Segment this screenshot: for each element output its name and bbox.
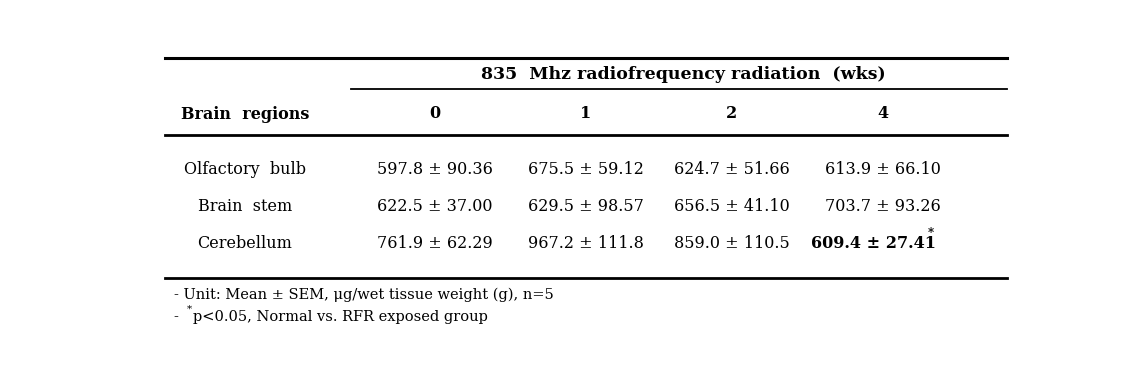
Text: *: * [187, 305, 192, 314]
Text: 597.8 ± 90.36: 597.8 ± 90.36 [377, 161, 493, 178]
Text: -: - [174, 310, 183, 324]
Text: - Unit: Mean ± SEM, μg/wet tissue weight (g), n=5: - Unit: Mean ± SEM, μg/wet tissue weight… [174, 288, 553, 302]
Text: 656.5 ± 41.10: 656.5 ± 41.10 [674, 198, 790, 215]
Text: 629.5 ± 98.57: 629.5 ± 98.57 [528, 198, 644, 215]
Text: Brain  regions: Brain regions [181, 106, 309, 123]
Text: 4: 4 [877, 105, 888, 122]
Text: 609.4 ± 27.41: 609.4 ± 27.41 [812, 235, 936, 252]
Text: 0: 0 [430, 105, 441, 122]
Text: Olfactory  bulb: Olfactory bulb [184, 161, 305, 178]
Text: 859.0 ± 110.5: 859.0 ± 110.5 [674, 235, 790, 252]
Text: 1: 1 [581, 105, 591, 122]
Text: 703.7 ± 93.26: 703.7 ± 93.26 [824, 198, 941, 215]
Text: 835  Mhz radiofrequency radiation  (wks): 835 Mhz radiofrequency radiation (wks) [481, 66, 886, 83]
Text: p<0.05, Normal vs. RFR exposed group: p<0.05, Normal vs. RFR exposed group [193, 310, 488, 324]
Text: Brain  stem: Brain stem [198, 198, 291, 215]
Text: 675.5 ± 59.12: 675.5 ± 59.12 [528, 161, 644, 178]
Text: 622.5 ± 37.00: 622.5 ± 37.00 [377, 198, 493, 215]
Text: *: * [928, 227, 934, 240]
Text: 2: 2 [726, 105, 737, 122]
Text: 613.9 ± 66.10: 613.9 ± 66.10 [824, 161, 941, 178]
Text: 761.9 ± 62.29: 761.9 ± 62.29 [377, 235, 493, 252]
Text: Cerebellum: Cerebellum [198, 235, 293, 252]
Text: 967.2 ± 111.8: 967.2 ± 111.8 [528, 235, 644, 252]
Text: 624.7 ± 51.66: 624.7 ± 51.66 [674, 161, 790, 178]
